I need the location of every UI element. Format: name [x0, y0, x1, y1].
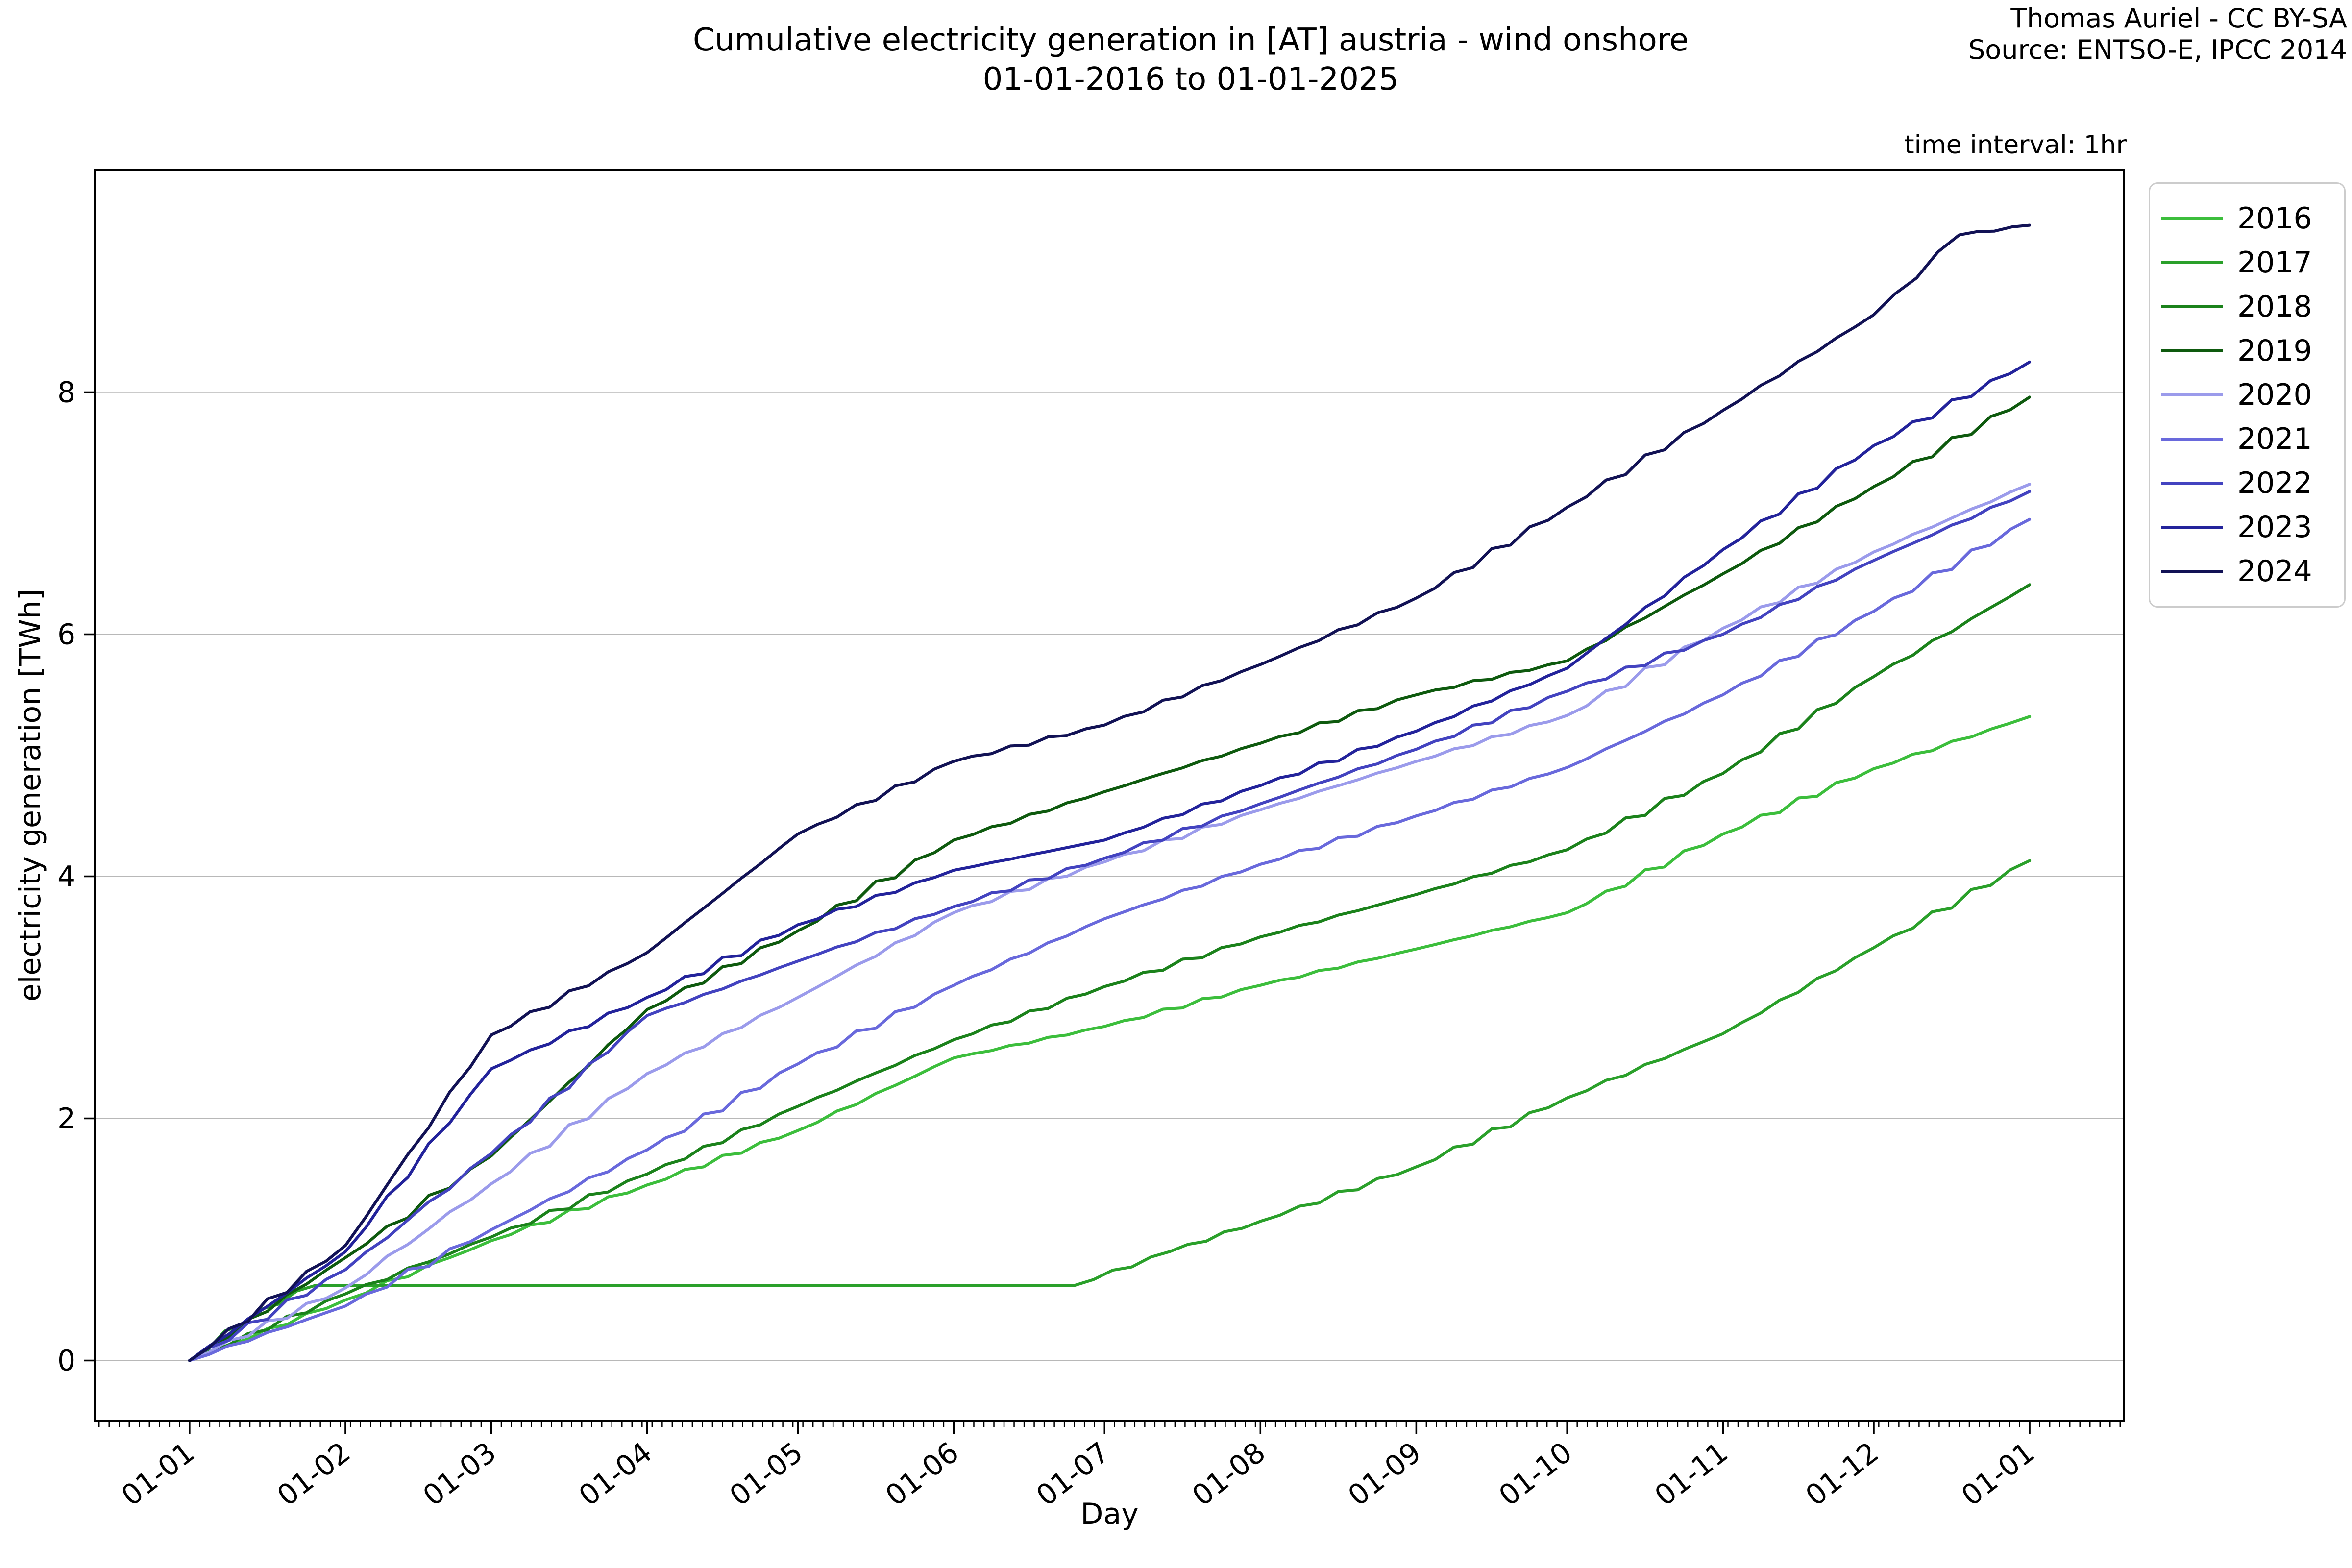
legend: 2016 2017 2018 2019 2020 2021 2022 2023 2024: [2149, 182, 2346, 608]
legend-entry-2016: 2016: [2150, 196, 2344, 241]
xtick-label-5: 01-06: [879, 1435, 965, 1512]
xtick-label-4: 01-05: [723, 1435, 809, 1512]
legend-entry-2021: 2021: [2150, 417, 2344, 461]
xtick-label-10: 01-11: [1648, 1435, 1734, 1512]
legend-line-swatch-2020: [2161, 393, 2223, 396]
legend-label-2020: 2020: [2237, 378, 2312, 412]
legend-line-swatch-2018: [2161, 305, 2223, 308]
chart-title-line1: Cumulative electricity generation in [AT…: [692, 22, 1689, 58]
ytick-label-4: 4: [57, 859, 75, 893]
ytick-label-0: 0: [57, 1344, 75, 1377]
legend-line-swatch-2017: [2161, 261, 2223, 264]
series-line-2018: [188, 583, 2032, 1362]
legend-line-swatch-2024: [2161, 570, 2223, 573]
series-line-2024: [188, 223, 2032, 1362]
legend-line-swatch-2023: [2161, 526, 2223, 529]
axes-spines: [94, 169, 2125, 1422]
legend-label-2024: 2024: [2237, 554, 2312, 588]
x-axis-label: Day: [1080, 1497, 1138, 1531]
legend-entry-2024: 2024: [2150, 549, 2344, 593]
legend-entry-2020: 2020: [2150, 373, 2344, 417]
legend-label-2023: 2023: [2237, 510, 2312, 544]
legend-entry-2022: 2022: [2150, 461, 2344, 505]
series-line-2021: [188, 517, 2032, 1362]
legend-label-2017: 2017: [2237, 245, 2312, 280]
legend-label-2019: 2019: [2237, 334, 2312, 368]
legend-label-2022: 2022: [2237, 466, 2312, 500]
xtick-label-3: 01-04: [573, 1435, 659, 1512]
series-line-2016: [188, 715, 2032, 1362]
xtick-label-12: 01-01: [1955, 1435, 2041, 1512]
attribution: Thomas Auriel - CC BY-SA Source: ENTSO-E…: [1661, 3, 2347, 66]
xtick-label-1: 01-02: [271, 1435, 357, 1512]
xtick-label-7: 01-08: [1186, 1435, 1272, 1512]
legend-line-swatch-2022: [2161, 482, 2223, 485]
legend-label-2021: 2021: [2237, 422, 2312, 456]
legend-entry-2017: 2017: [2150, 241, 2344, 285]
legend-entry-2019: 2019: [2150, 329, 2344, 373]
series-line-2019: [188, 395, 2032, 1362]
xtick-label-11: 01-12: [1799, 1435, 1885, 1512]
xtick-label-2: 01-03: [416, 1435, 502, 1512]
legend-label-2018: 2018: [2237, 290, 2312, 324]
y-axis-label: electricity generation [TWh]: [13, 589, 48, 1002]
chart-title: Cumulative electricity generation in [AT…: [554, 21, 1828, 99]
series-line-2023: [188, 360, 2032, 1362]
series-line-2017: [188, 859, 2032, 1362]
attribution-source: Source: ENTSO-E, IPCC 2014: [1968, 34, 2347, 65]
series-line-2022: [188, 490, 2032, 1362]
chart-title-line2: 01-01-2016 to 01-01-2025: [982, 61, 1399, 98]
ytick-label-6: 6: [57, 617, 75, 651]
legend-line-swatch-2016: [2161, 217, 2223, 220]
ytick-label-8: 8: [57, 375, 75, 409]
xtick-label-0: 01-01: [115, 1435, 201, 1512]
time-interval-note: time interval: 1hr: [1904, 130, 2127, 160]
ytick-label-2: 2: [57, 1102, 75, 1135]
xtick-label-9: 01-10: [1493, 1435, 1578, 1512]
series-line-2020: [188, 483, 2032, 1362]
legend-entry-2023: 2023: [2150, 505, 2344, 549]
legend-entry-2018: 2018: [2150, 285, 2344, 329]
legend-line-swatch-2021: [2161, 438, 2223, 441]
legend-label-2016: 2016: [2237, 201, 2312, 236]
xtick-label-8: 01-09: [1342, 1435, 1427, 1512]
attribution-author: Thomas Auriel - CC BY-SA: [2010, 3, 2347, 34]
legend-line-swatch-2019: [2161, 349, 2223, 352]
